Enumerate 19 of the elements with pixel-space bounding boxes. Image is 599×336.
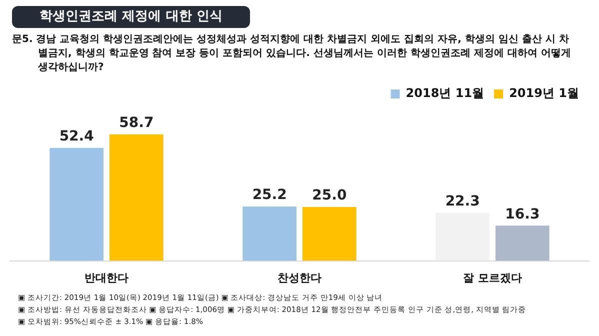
data-label: 52.4 xyxy=(59,128,94,145)
bar xyxy=(302,206,356,261)
legend-label: 2018년 11월 xyxy=(406,86,484,100)
data-label: 25.2 xyxy=(252,187,287,204)
data-label: 22.3 xyxy=(445,193,480,210)
data-label: 16.3 xyxy=(505,206,540,222)
x-tick-label: 찬성한다 xyxy=(278,271,322,284)
data-label: 58.7 xyxy=(119,114,154,131)
bar xyxy=(109,134,164,261)
bar xyxy=(495,226,550,261)
x-tick-label: 잘 모르겠다 xyxy=(463,271,522,284)
data-label: 25.0 xyxy=(312,188,347,204)
chart-title: 학생인권조례 제정에 대한 인식 xyxy=(12,6,250,28)
chart-subtitle: 문5. 경남 교육청의 학생인권조례안에는 성정체성과 성적지향에 대한 차별금지 외에도 집회의 자유, 학생의 임신 출산 시 차별금지, 학생의 학교운영 참여 보장 등이 포함되어 있습니다. 선생님께서는 이러한 학생인권조례 제정에 대하여 어떻게 생각하십니까? xyxy=(12,33,572,75)
bar xyxy=(436,212,490,261)
x-tick-label: 반대한다 xyxy=(84,271,128,284)
bar xyxy=(242,206,297,261)
legend-label: 2019년 1월 xyxy=(509,86,580,100)
bar xyxy=(50,148,104,261)
